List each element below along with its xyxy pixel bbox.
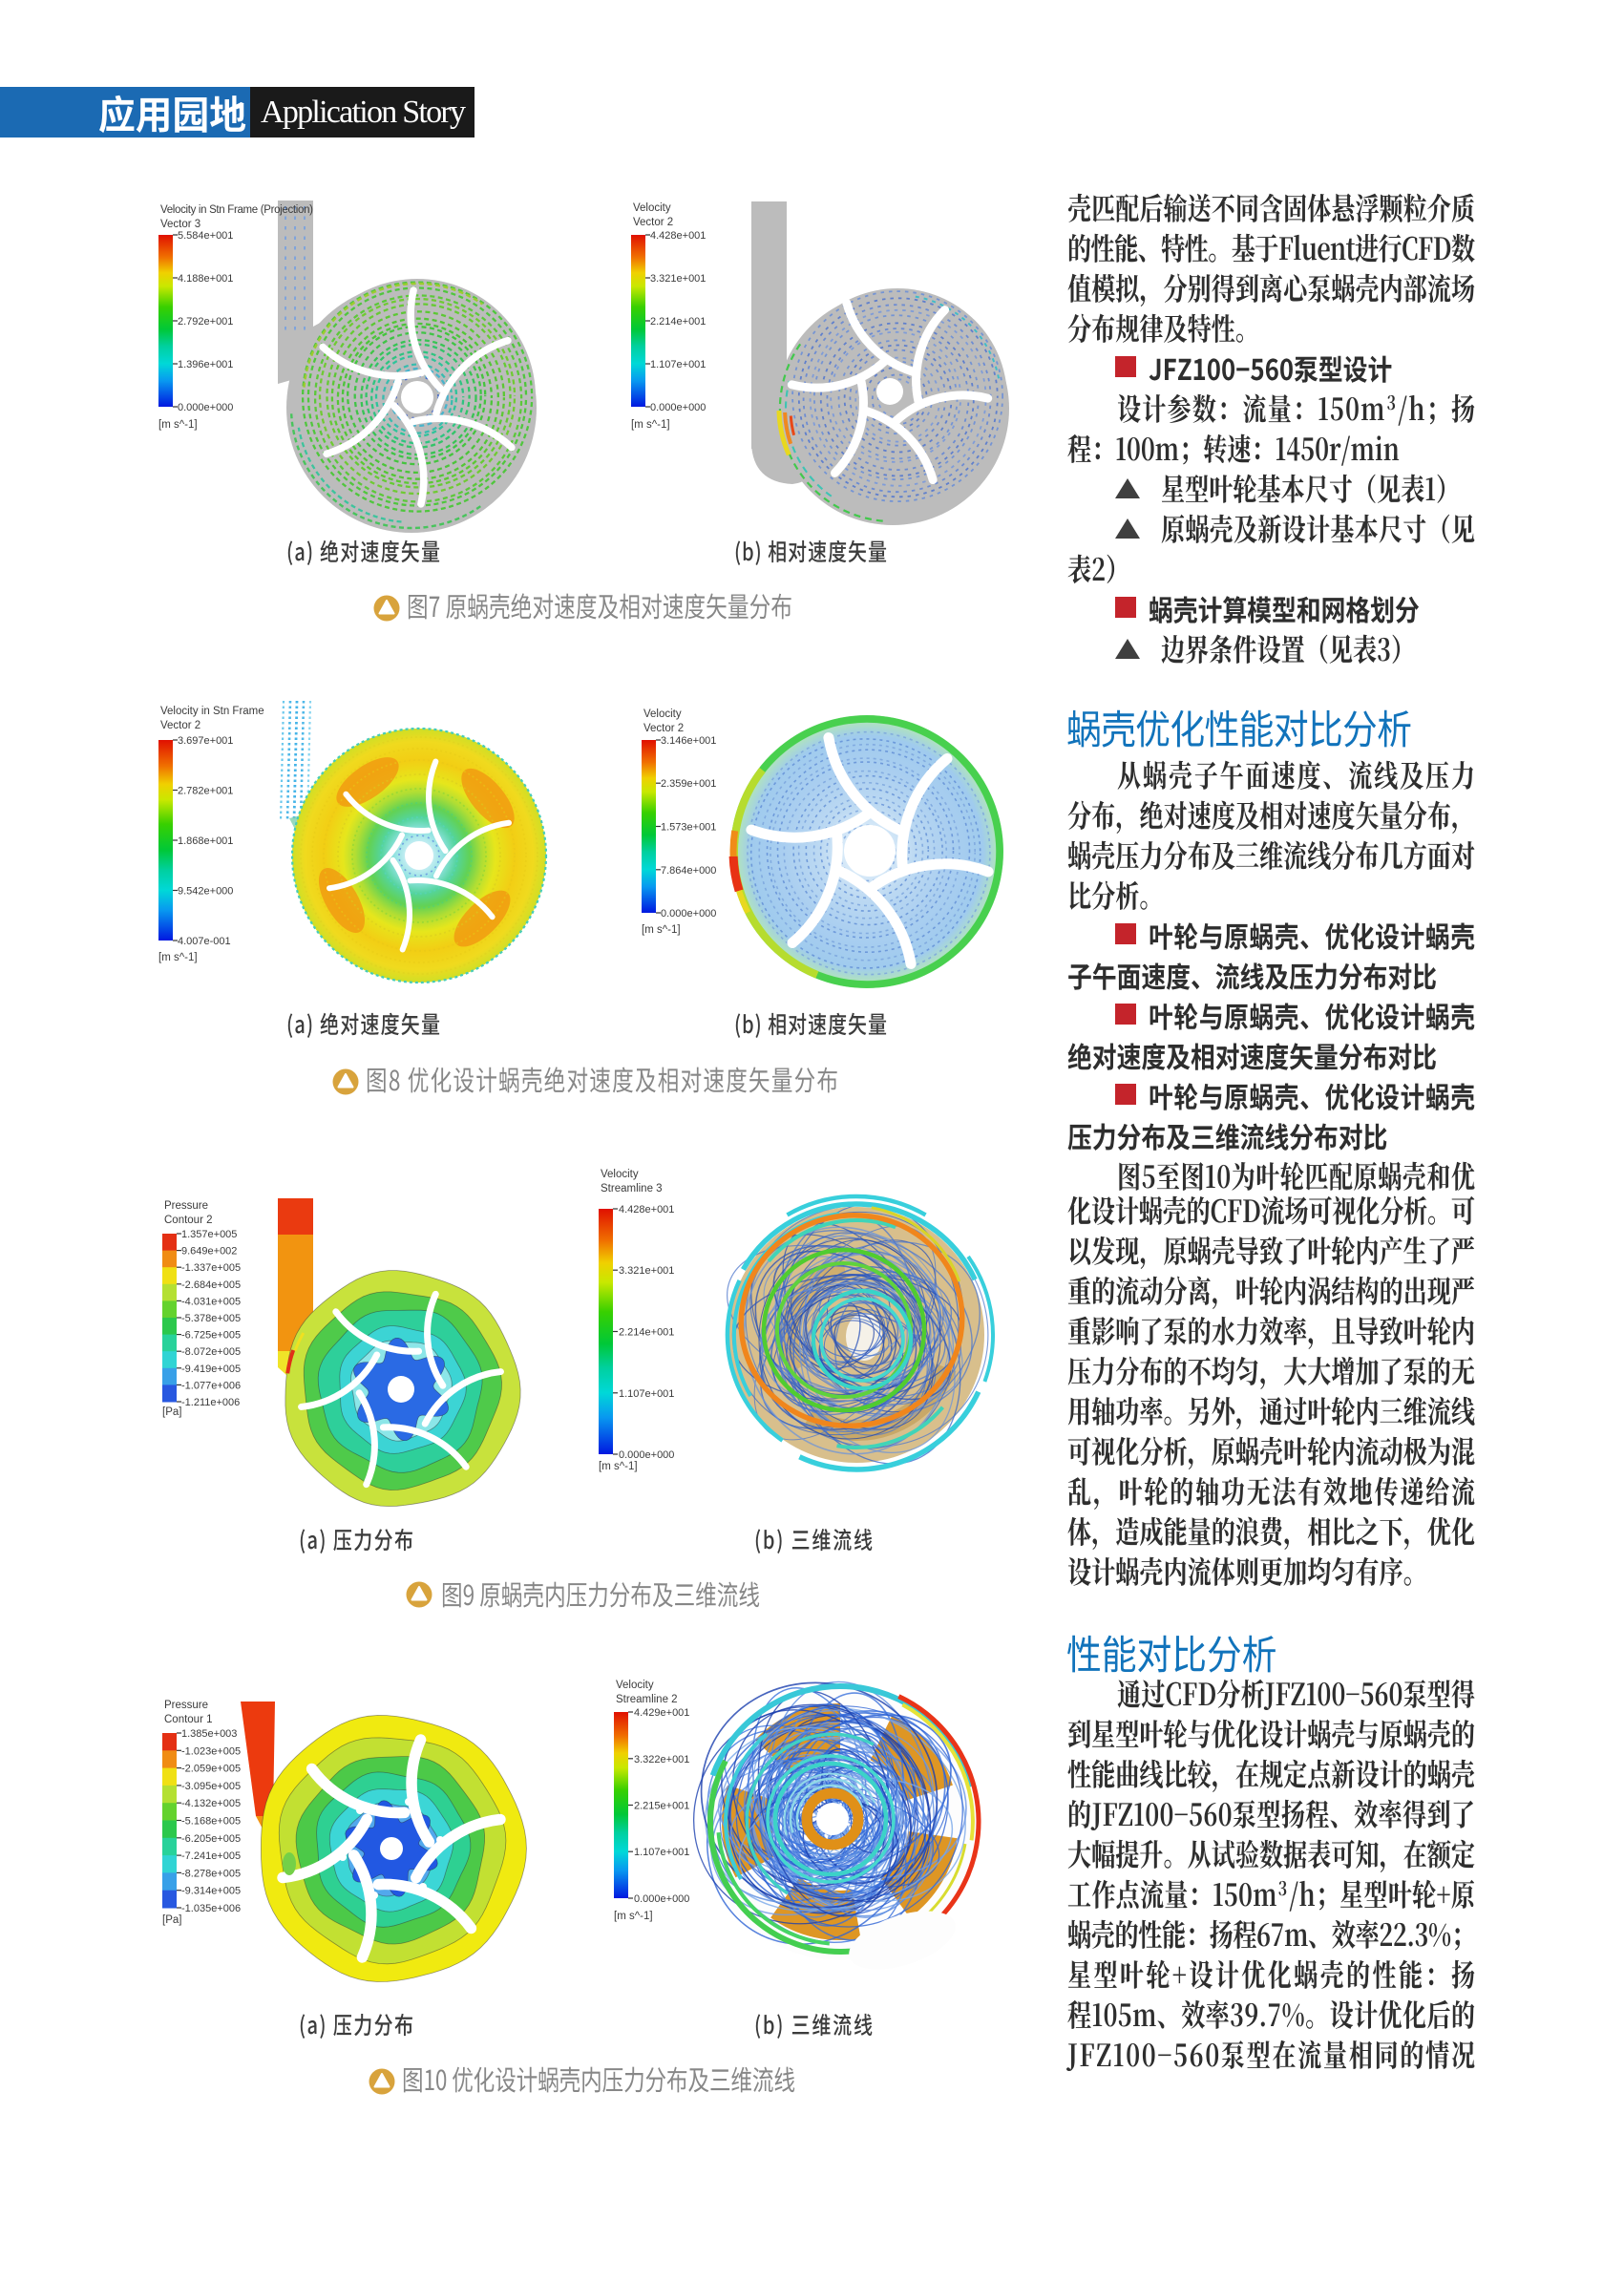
svg-text:1.107e+001: 1.107e+001 [619, 1388, 674, 1400]
svg-text:-1.077e+006: -1.077e+006 [181, 1380, 241, 1391]
svg-text:-9.419e+005: -9.419e+005 [181, 1363, 241, 1375]
svg-text:1.107e+001: 1.107e+001 [650, 359, 706, 370]
svg-text:-6.725e+005: -6.725e+005 [181, 1330, 241, 1342]
svg-text:1.868e+001: 1.868e+001 [178, 835, 233, 847]
svg-text:Pressure: Pressure [164, 1700, 208, 1711]
svg-text:0.000e+000: 0.000e+000 [661, 908, 716, 920]
svg-text:1.107e+001: 1.107e+001 [634, 1847, 689, 1858]
svg-text:2.214e+001: 2.214e+001 [619, 1327, 674, 1339]
svg-text:[Pa]: [Pa] [162, 1914, 181, 1926]
svg-text:2.792e+001: 2.792e+001 [178, 316, 233, 328]
svg-text:5.584e+001: 5.584e+001 [178, 230, 233, 242]
svg-text:Vector 2: Vector 2 [160, 720, 200, 731]
svg-text:Contour 2: Contour 2 [164, 1215, 213, 1226]
svg-text:-3.095e+005: -3.095e+005 [181, 1781, 241, 1792]
svg-text:-1.035e+006: -1.035e+006 [181, 1903, 241, 1914]
svg-text:9.649e+002: 9.649e+002 [181, 1246, 237, 1258]
svg-text:-2.059e+005: -2.059e+005 [181, 1764, 241, 1775]
svg-text:2.359e+001: 2.359e+001 [661, 778, 716, 790]
svg-text:0.000e+000: 0.000e+000 [619, 1449, 674, 1461]
svg-text:0.000e+000: 0.000e+000 [650, 402, 706, 413]
svg-text:0.000e+000: 0.000e+000 [634, 1893, 689, 1905]
svg-text:7.864e+000: 7.864e+000 [661, 865, 716, 877]
svg-text:[Pa]: [Pa] [162, 1406, 181, 1418]
svg-text:4.428e+001: 4.428e+001 [619, 1204, 674, 1215]
svg-text:-6.205e+005: -6.205e+005 [181, 1833, 241, 1845]
svg-text:-4.031e+005: -4.031e+005 [181, 1296, 241, 1307]
svg-text:3.322e+001: 3.322e+001 [634, 1754, 689, 1765]
svg-text:-4.132e+005: -4.132e+005 [181, 1798, 241, 1809]
svg-text:[m s^-1]: [m s^-1] [642, 924, 681, 936]
svg-text:Contour 1: Contour 1 [164, 1714, 213, 1725]
svg-text:2.214e+001: 2.214e+001 [650, 316, 706, 328]
svg-text:Velocity in Stn Frame: Velocity in Stn Frame [160, 706, 264, 717]
svg-text:-7.241e+005: -7.241e+005 [181, 1850, 241, 1862]
svg-text:-1.023e+005: -1.023e+005 [181, 1745, 241, 1757]
svg-text:Velocity: Velocity [616, 1680, 654, 1691]
svg-text:-5.378e+005: -5.378e+005 [181, 1313, 241, 1324]
svg-text:-9.314e+005: -9.314e+005 [181, 1886, 241, 1897]
svg-text:1.573e+001: 1.573e+001 [661, 822, 716, 834]
svg-text:-8.072e+005: -8.072e+005 [181, 1346, 241, 1358]
svg-text:1.357e+005: 1.357e+005 [181, 1229, 237, 1240]
svg-text:Velocity: Velocity [633, 202, 671, 214]
svg-text:-2.684e+005: -2.684e+005 [181, 1279, 241, 1291]
svg-text:0.000e+000: 0.000e+000 [178, 402, 233, 413]
svg-text:1.385e+003: 1.385e+003 [181, 1728, 237, 1740]
svg-text:[m s^-1]: [m s^-1] [158, 952, 198, 963]
svg-text:Vector 3: Vector 3 [160, 219, 200, 230]
svg-text:2.782e+001: 2.782e+001 [178, 786, 233, 797]
svg-text:2.215e+001: 2.215e+001 [634, 1801, 689, 1812]
svg-text:4.188e+001: 4.188e+001 [178, 273, 233, 285]
svg-text:Velocity: Velocity [643, 708, 682, 720]
svg-text:-1.337e+005: -1.337e+005 [181, 1262, 241, 1274]
svg-text:-5.168e+005: -5.168e+005 [181, 1816, 241, 1828]
svg-text:4.429e+001: 4.429e+001 [634, 1707, 689, 1719]
svg-text:3.321e+001: 3.321e+001 [619, 1265, 674, 1277]
svg-text:Vector 2: Vector 2 [643, 723, 684, 734]
svg-text:Streamline 3: Streamline 3 [601, 1183, 663, 1194]
svg-text:4.007e-001: 4.007e-001 [178, 936, 231, 947]
svg-text:3.321e+001: 3.321e+001 [650, 273, 706, 285]
svg-text:Application Story: Application Story [261, 95, 466, 130]
svg-text:[m s^-1]: [m s^-1] [631, 419, 670, 431]
svg-text:3.697e+001: 3.697e+001 [178, 735, 233, 747]
svg-text:[m s^-1]: [m s^-1] [599, 1461, 638, 1472]
svg-text:-1.211e+006: -1.211e+006 [181, 1397, 240, 1408]
svg-text:1.396e+001: 1.396e+001 [178, 359, 233, 370]
svg-text:-8.278e+005: -8.278e+005 [181, 1868, 241, 1879]
svg-text:Vector 2: Vector 2 [633, 217, 673, 228]
svg-text:[m s^-1]: [m s^-1] [158, 419, 198, 431]
svg-text:Pressure: Pressure [164, 1200, 208, 1212]
svg-text:3.146e+001: 3.146e+001 [661, 735, 716, 747]
svg-text:[m s^-1]: [m s^-1] [614, 1911, 653, 1922]
svg-text:4.428e+001: 4.428e+001 [650, 230, 706, 242]
svg-text:Velocity in Stn Frame (Project: Velocity in Stn Frame (Projection) [160, 204, 313, 216]
svg-text:Streamline 2: Streamline 2 [616, 1694, 678, 1705]
svg-text:Velocity: Velocity [601, 1169, 639, 1180]
svg-text:9.542e+000: 9.542e+000 [178, 886, 233, 898]
